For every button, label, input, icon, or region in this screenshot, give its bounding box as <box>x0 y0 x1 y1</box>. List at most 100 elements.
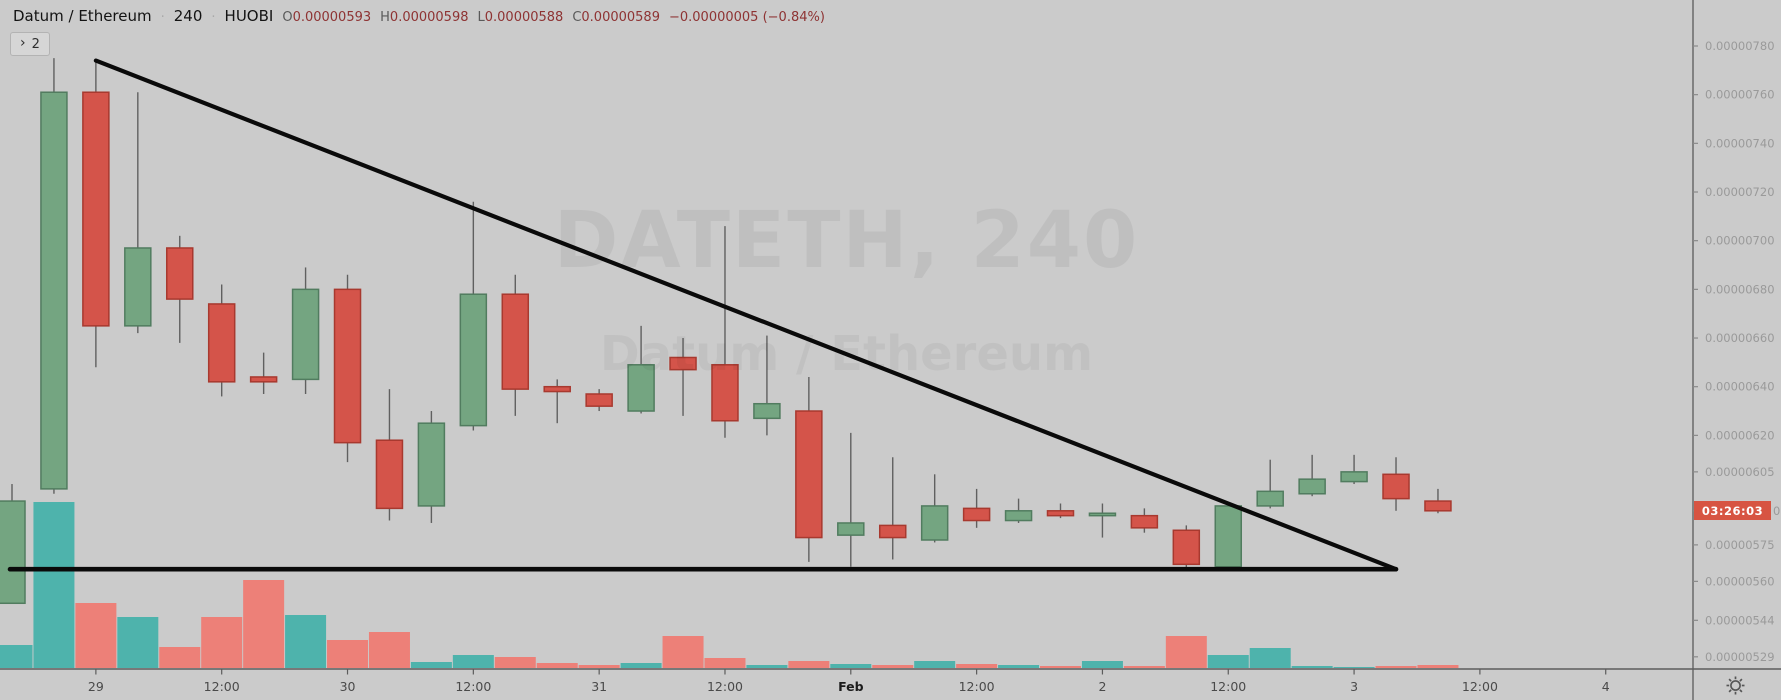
volume-bar <box>75 603 117 668</box>
candle-up <box>837 522 865 536</box>
candle-up <box>1298 478 1326 495</box>
volume-bar <box>327 640 369 668</box>
candle-down <box>962 507 991 522</box>
price-tick-label: 0.00000740 <box>1705 136 1775 150</box>
legend-collapse-button[interactable]: › 2 <box>10 32 50 56</box>
open-value: O0.00000593 <box>282 10 372 25</box>
volume-bar <box>285 615 327 668</box>
volume-bar <box>201 617 243 668</box>
volume-bar <box>1081 661 1123 668</box>
time-tick-label: 12:00 <box>1210 679 1246 694</box>
candle-down <box>543 385 571 393</box>
time-tick-label: 2 <box>1098 679 1106 694</box>
candle-down <box>207 303 236 383</box>
time-tick-label: Feb <box>838 679 864 694</box>
legend-separator: · <box>211 10 216 25</box>
volume-bar <box>914 661 956 668</box>
volume-bar <box>117 617 159 668</box>
legend-separator: · <box>160 10 165 25</box>
chevron-right-icon: › <box>20 35 26 51</box>
candle-up <box>124 247 152 327</box>
volume-bar <box>1165 636 1207 668</box>
price-tick-label: 0.00000620 <box>1705 428 1775 442</box>
candle-up <box>291 288 320 381</box>
time-tick-label: 4 <box>1602 679 1610 694</box>
candle-down <box>501 293 530 390</box>
time-tick-label: 30 <box>340 679 356 694</box>
price-tick-label: 0.00000575 <box>1705 538 1775 552</box>
price-axis-settings-button[interactable] <box>1726 676 1748 698</box>
candle-up <box>920 505 949 541</box>
candle-down <box>711 364 739 422</box>
time-tick-label: 12:00 <box>204 679 240 694</box>
volume-bar <box>1123 666 1165 668</box>
candle-up <box>417 422 446 507</box>
price-tick-label: 0.00000760 <box>1705 88 1775 102</box>
time-tick-label: 12:00 <box>455 679 491 694</box>
chart-legend: Datum / Ethereum · 240 · HUOBI O0.000005… <box>13 7 825 25</box>
candle-down <box>1130 514 1159 529</box>
volume-bar <box>410 662 452 668</box>
volume-bar <box>243 580 285 668</box>
candle-up <box>627 364 655 412</box>
symbol-title[interactable]: Datum / Ethereum <box>13 7 152 25</box>
volume-bar <box>956 664 998 668</box>
price-tick-label: 0.00000680 <box>1705 282 1775 296</box>
interval-label[interactable]: 240 <box>173 7 203 25</box>
time-axis[interactable]: 29 12:00 30 12:00 31 12:00 Feb 12:00 2 12:00 3 12:0… <box>88 669 1610 694</box>
volume-layer <box>0 502 1459 668</box>
price-tick-label: 0.00000660 <box>1705 331 1775 345</box>
candle-down <box>1046 510 1075 517</box>
price-label-peek: 0 <box>1773 504 1781 518</box>
candle-up <box>1256 490 1284 507</box>
time-tick-label: 12:00 <box>1462 679 1498 694</box>
volume-bar <box>620 663 662 668</box>
candle-down <box>375 439 404 510</box>
price-tick-label: 0.00000605 <box>1705 465 1775 479</box>
candle-down <box>1424 500 1452 512</box>
price-tick-label: 0.00000544 <box>1705 613 1775 627</box>
candle-up <box>0 500 26 605</box>
volume-bar <box>1207 655 1249 668</box>
candle-up <box>1340 471 1368 483</box>
candle-up <box>1004 510 1033 522</box>
volume-bar <box>494 657 536 668</box>
volume-bar <box>536 663 578 668</box>
bar-countdown-badge[interactable]: 03:26:03 <box>1694 501 1771 520</box>
price-tick-label: 0.00000640 <box>1705 380 1775 394</box>
gear-icon <box>1726 676 1745 695</box>
volume-bar <box>578 665 620 668</box>
indicator-count: 2 <box>31 36 40 52</box>
candle-down <box>1382 473 1410 500</box>
volume-bar <box>1417 665 1459 668</box>
volume-bar <box>662 636 704 668</box>
change-value: −0.00000005 (−0.84%) <box>668 10 825 25</box>
exchange-label: HUOBI <box>224 7 274 25</box>
volume-bar <box>830 664 872 668</box>
volume-bar <box>452 655 494 668</box>
time-tick-label: 12:00 <box>707 679 743 694</box>
candle-up <box>1214 505 1243 568</box>
volume-bar <box>704 658 746 668</box>
price-tick-label: 0.00000700 <box>1705 234 1775 248</box>
candles-layer <box>0 58 1452 605</box>
trendline-descending-resistance[interactable] <box>93 58 1399 572</box>
volume-bar <box>1291 666 1333 668</box>
volume-bar <box>1249 648 1291 668</box>
candle-up <box>40 91 68 490</box>
candle-down <box>669 356 697 371</box>
time-tick-label: 29 <box>88 679 104 694</box>
volume-bar <box>368 632 410 668</box>
time-tick-label: 12:00 <box>959 679 995 694</box>
price-tick-label: 0.00000560 <box>1705 574 1775 588</box>
trendlines-layer[interactable] <box>7 58 1399 572</box>
close-value: C0.00000589 <box>572 10 660 25</box>
time-tick-label: 31 <box>591 679 607 694</box>
candle-up <box>459 293 488 427</box>
candle-down <box>795 410 823 539</box>
price-axis[interactable]: 0.00000780 0.00000760 0.00000740 0.00000720… <box>1693 39 1775 664</box>
price-tick-label: 0.00000720 <box>1705 185 1775 199</box>
